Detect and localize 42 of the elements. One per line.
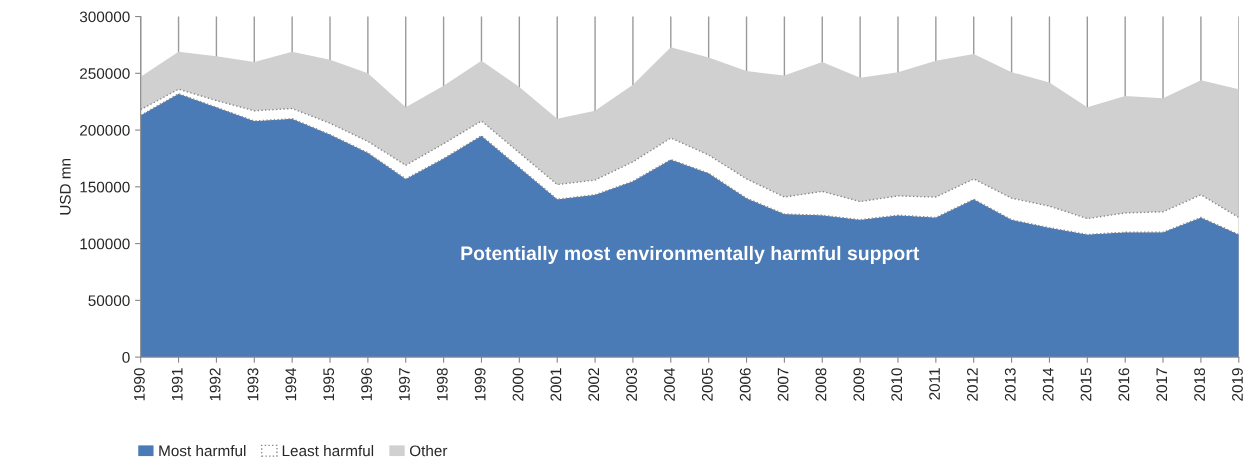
x-tick-label: 2007 [777, 368, 789, 401]
legend-label: Most harmful [159, 445, 246, 457]
x-tick-label: 1992 [209, 368, 221, 401]
x-tick-label: 1994 [285, 367, 297, 401]
x-tick-label: 2011 [929, 368, 940, 400]
x-tick-label: 1996 [361, 368, 372, 401]
x-tick-label: 2003 [626, 368, 638, 401]
x-tick-label: 2010 [891, 368, 903, 401]
x-tick-label: 1999 [474, 368, 486, 401]
x-tick-label: 2012 [967, 368, 978, 401]
x-tick-label: 1991 [171, 368, 183, 401]
y-tick-label: 150000 [80, 181, 130, 193]
y-tick-label: 200000 [80, 124, 130, 136]
legend-label: Other [409, 445, 448, 457]
y-tick-label: 250000 [80, 68, 130, 79]
y-tick-label: 50000 [88, 295, 130, 307]
x-tick-label: 2009 [853, 368, 865, 401]
x-tick-label: 2019 [1232, 368, 1243, 401]
x-tick-label: 2004 [664, 367, 675, 401]
x-tick-label: 2014 [1042, 367, 1054, 401]
annotation: Potentially most environmentally harmful support [461, 245, 920, 265]
x-tick-label: 1993 [247, 368, 259, 401]
x-tick-label: 2015 [1080, 368, 1092, 401]
x-tick-label: 2018 [1194, 368, 1206, 401]
x-tick-label: 1995 [323, 368, 335, 401]
x-tick-label: 2008 [815, 368, 827, 401]
x-tick-label: 1998 [436, 368, 448, 401]
x-tick-label: 2013 [1004, 368, 1016, 401]
y-axis-title: USD mn [59, 158, 71, 215]
y-tick-label: 100000 [80, 238, 130, 250]
y-tick-label: 0 [122, 351, 130, 363]
x-tick-label: 2016 [1118, 368, 1130, 401]
x-tick-label: 1997 [399, 368, 410, 401]
x-tick-label: 2001 [550, 368, 562, 401]
x-tick-label: 1990 [133, 368, 145, 401]
y-tick-label: 300000 [79, 11, 130, 23]
legend-label: Least harmful [282, 445, 374, 457]
x-tick-label: 2005 [701, 368, 713, 401]
x-tick-label: 2006 [739, 368, 751, 401]
x-tick-label: 2017 [1156, 368, 1168, 401]
x-tick-label: 2002 [588, 368, 600, 401]
x-tick-label: 2000 [512, 368, 524, 401]
